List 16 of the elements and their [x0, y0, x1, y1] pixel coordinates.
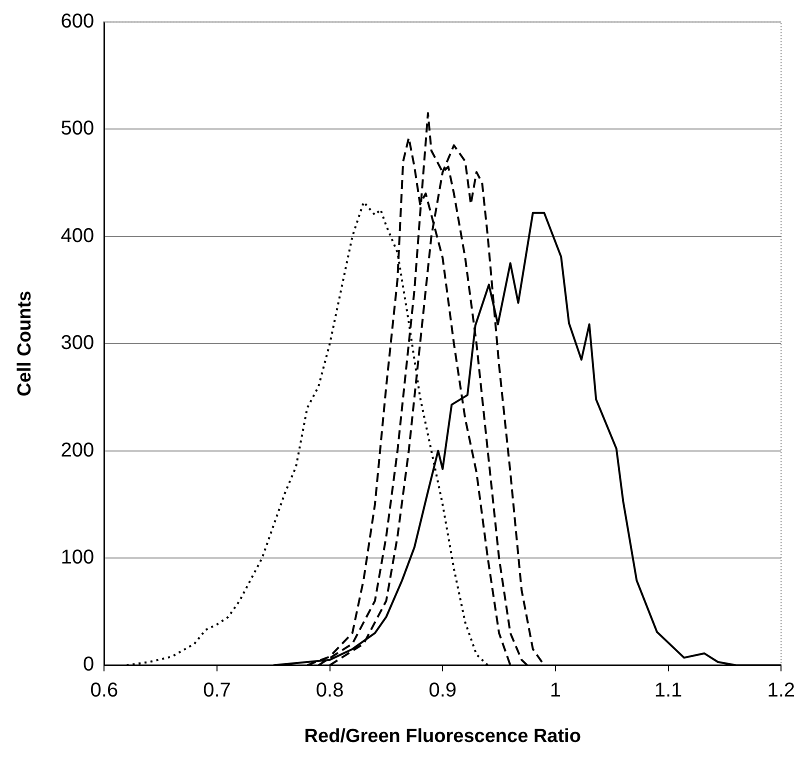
- y-axis-title: Cell Counts: [14, 290, 36, 396]
- x-tick-label: 1: [550, 680, 562, 702]
- x-tick-label: 0.8: [316, 680, 344, 702]
- y-tick-label: 600: [60, 10, 94, 33]
- x-tick-label: 0.9: [428, 680, 457, 702]
- x-tick-label: 1.2: [767, 680, 796, 702]
- x-axis-title: Red/Green Fluorescence Ratio: [304, 726, 581, 747]
- y-tick-label: 0: [83, 654, 94, 676]
- y-tick-label: 500: [60, 118, 94, 140]
- y-tick-label: 400: [60, 224, 94, 247]
- x-tick-label: 1.1: [654, 680, 682, 702]
- x-tick-label: 0.6: [90, 680, 118, 702]
- y-tick-label: 300: [60, 332, 94, 354]
- x-tick-label: 0.7: [203, 680, 231, 702]
- y-tick-label: 200: [60, 439, 94, 462]
- y-tick-label: 100: [60, 546, 94, 569]
